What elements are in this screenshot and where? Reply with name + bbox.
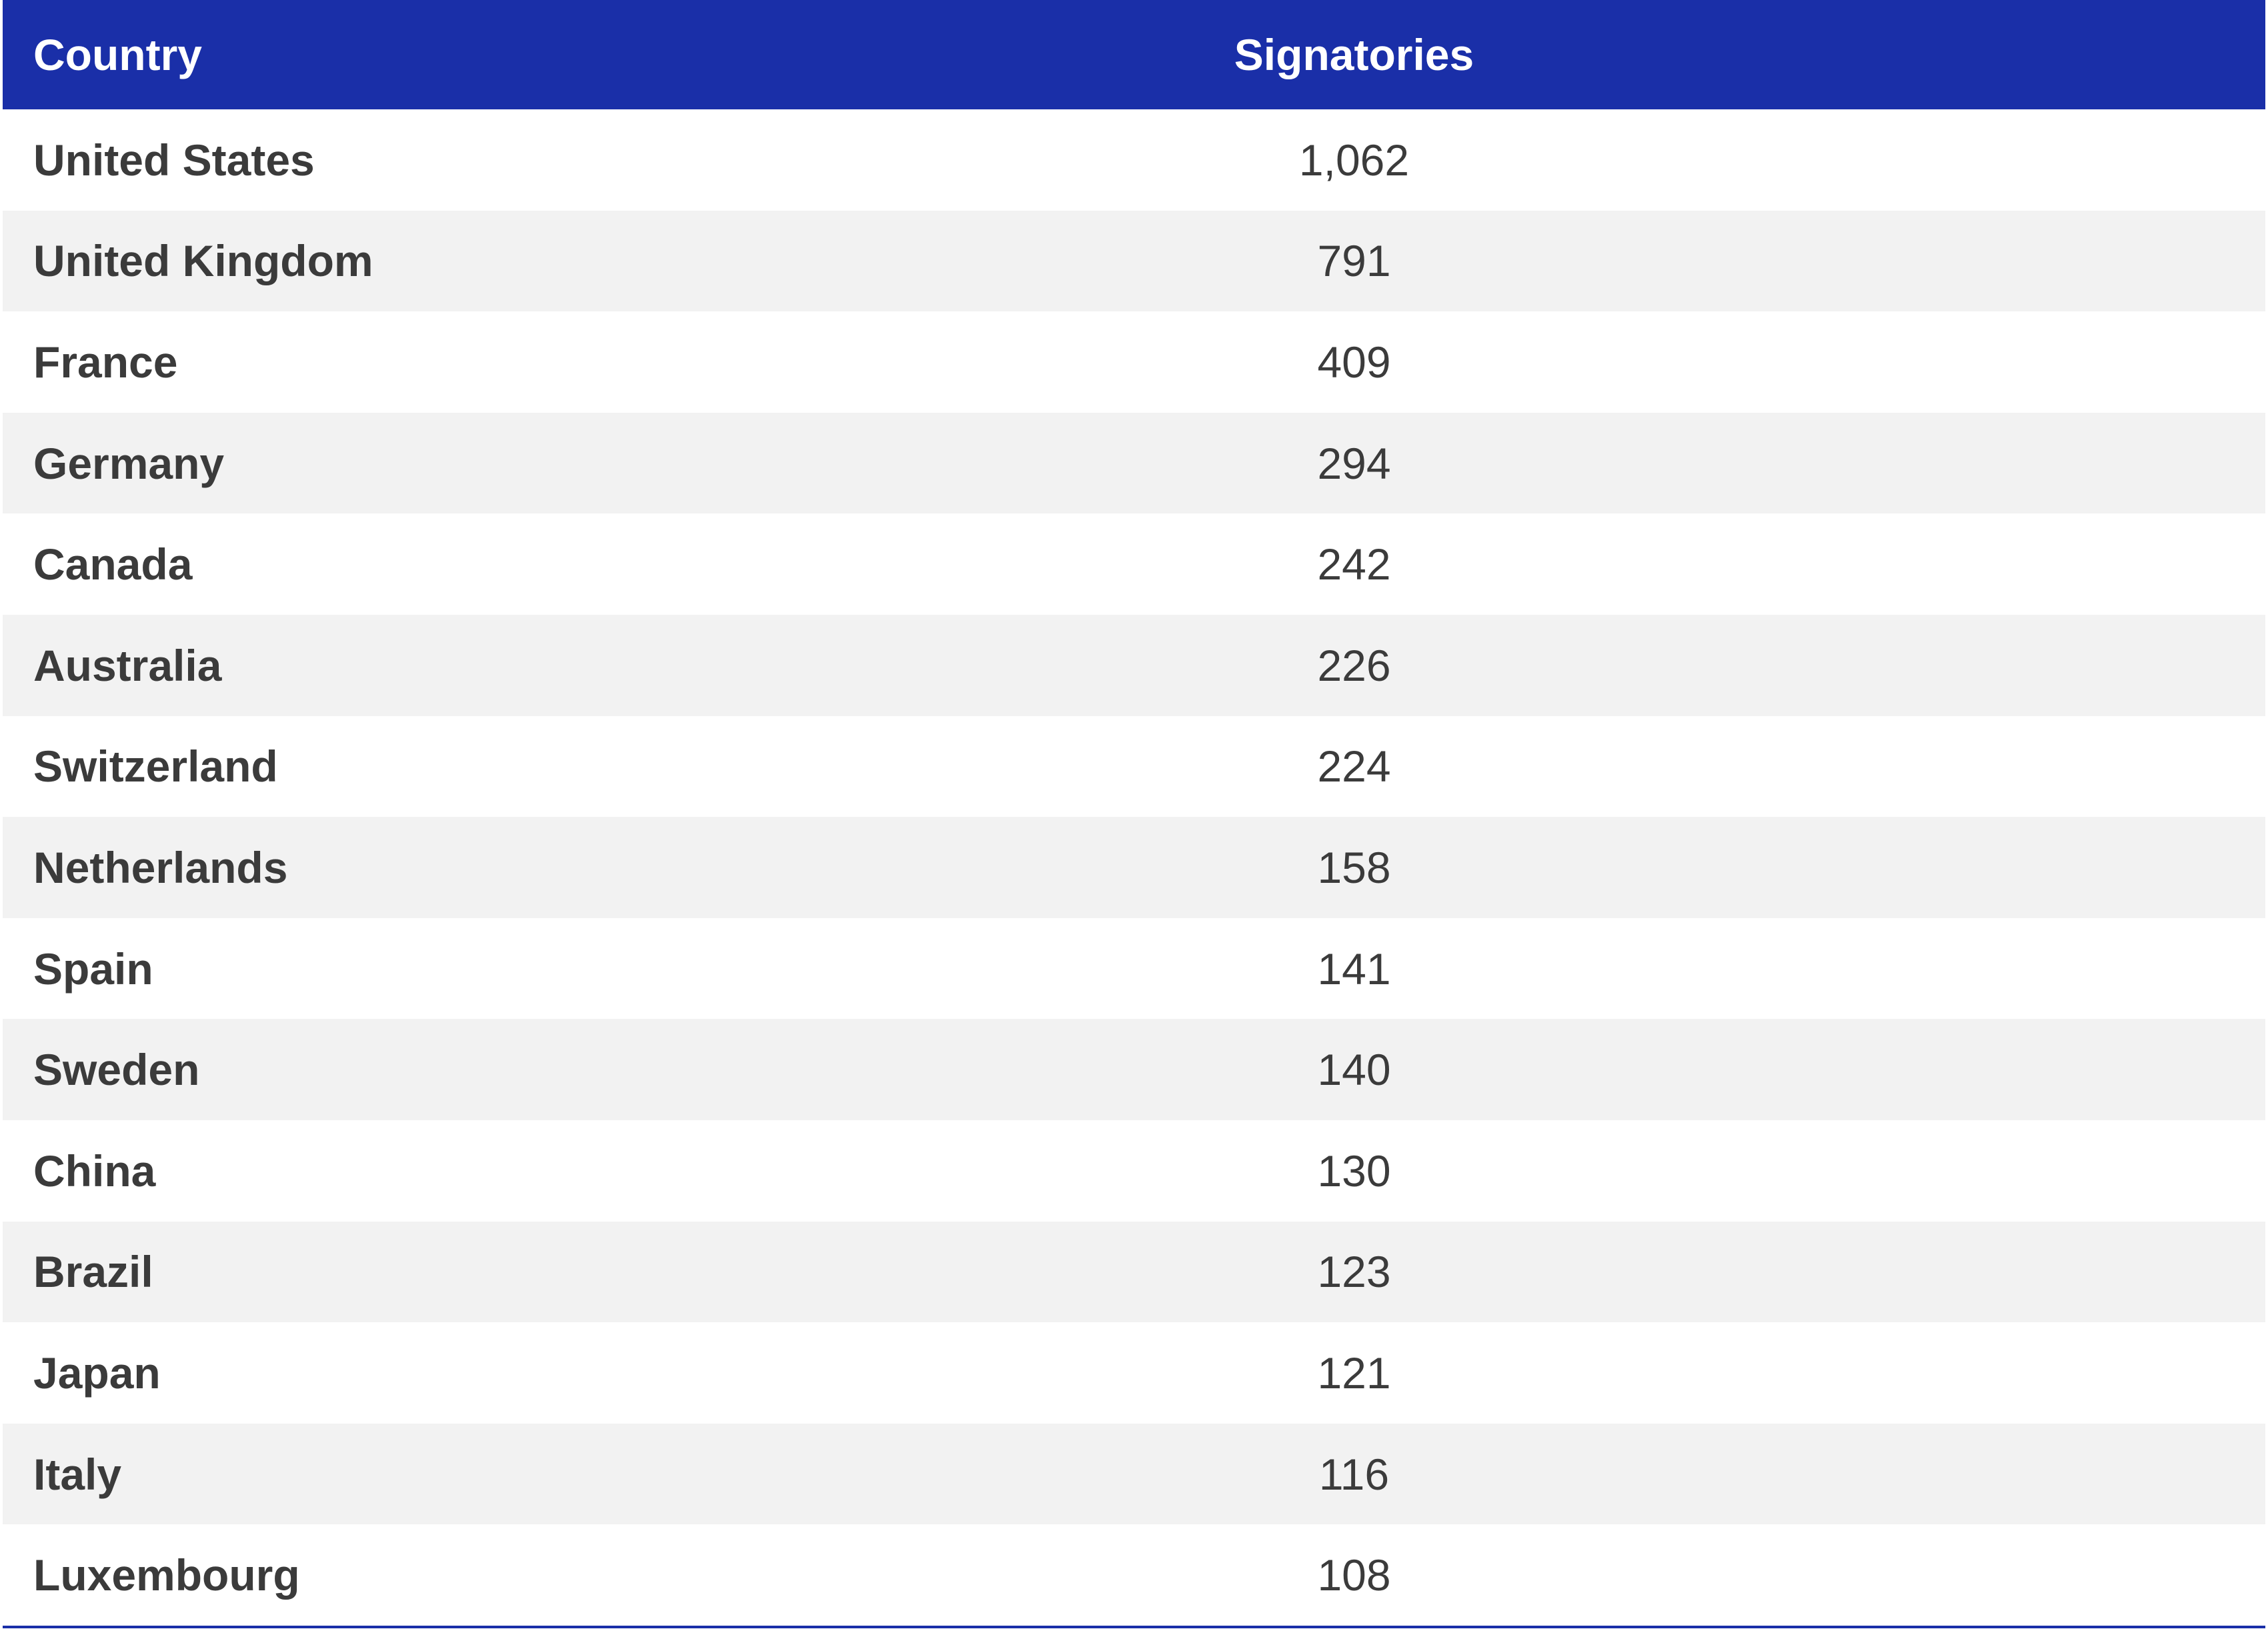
signatories-cell: 123 (1317, 1247, 1391, 1297)
table-header: Country Signatories (3, 0, 2265, 109)
table-row: Canada 242 (3, 513, 2265, 615)
country-cell: Germany (33, 438, 225, 488)
table-row: Germany 294 (3, 412, 2265, 514)
signatories-cell: 116 (1318, 1449, 1390, 1499)
signatories-cell: 141 (1317, 944, 1391, 994)
table-row: United States 1,062 (3, 109, 2265, 211)
table-body: United States 1,062 United Kingdom 791 Franc… (3, 109, 2265, 1626)
country-cell: Switzerland (33, 741, 278, 791)
signatories-cell: 1,062 (1298, 135, 1410, 185)
country-cell: Spain (33, 944, 153, 994)
table-row: Spain 141 (3, 918, 2265, 1020)
table-row: Switzerland 224 (3, 715, 2265, 818)
signatories-table: Country Signatories United States 1,062 Un… (3, 0, 2265, 1628)
table-row: Italy 116 (3, 1423, 2265, 1525)
signatories-cell: 226 (1317, 640, 1391, 690)
signatories-cell: 121 (1317, 1348, 1391, 1398)
signatories-cell: 791 (1317, 236, 1391, 286)
country-cell: Canada (33, 539, 193, 589)
country-cell: Brazil (33, 1247, 153, 1297)
signatories-cell: 130 (1317, 1146, 1391, 1196)
country-cell: Italy (33, 1449, 122, 1499)
country-cell: United States (33, 135, 315, 185)
signatories-cell: 409 (1317, 337, 1391, 387)
country-cell: Australia (33, 640, 222, 690)
table-row: United Kingdom 791 (3, 210, 2265, 312)
country-cell: China (33, 1146, 156, 1196)
signatories-cell: 224 (1317, 741, 1391, 791)
table-row: Brazil 123 (3, 1221, 2265, 1323)
signatories-cell: 294 (1317, 438, 1391, 488)
table-row: France 409 (3, 311, 2265, 413)
signatories-cell: 108 (1317, 1550, 1391, 1600)
signatories-cell: 140 (1317, 1045, 1391, 1095)
country-cell: Netherlands (33, 842, 288, 892)
country-cell: United Kingdom (33, 236, 373, 286)
country-cell: Japan (33, 1348, 161, 1398)
table-row: Australia 226 (3, 614, 2265, 716)
table-row: China 130 (3, 1120, 2265, 1222)
column-header-country: Country (33, 30, 202, 79)
column-header-signatories: Signatories (1234, 30, 1474, 79)
signatories-cell: 158 (1317, 842, 1391, 892)
table-row: Sweden 140 (3, 1019, 2265, 1120)
country-cell: Sweden (33, 1045, 200, 1095)
table-row: Japan 121 (3, 1322, 2265, 1424)
signatories-cell: 242 (1317, 539, 1391, 589)
table-bottom-rule (3, 1625, 2265, 1628)
country-cell: Luxembourg (33, 1550, 300, 1600)
table-row: Netherlands 158 (3, 817, 2265, 918)
country-cell: France (33, 337, 178, 387)
table-row: Luxembourg 108 (3, 1524, 2265, 1626)
